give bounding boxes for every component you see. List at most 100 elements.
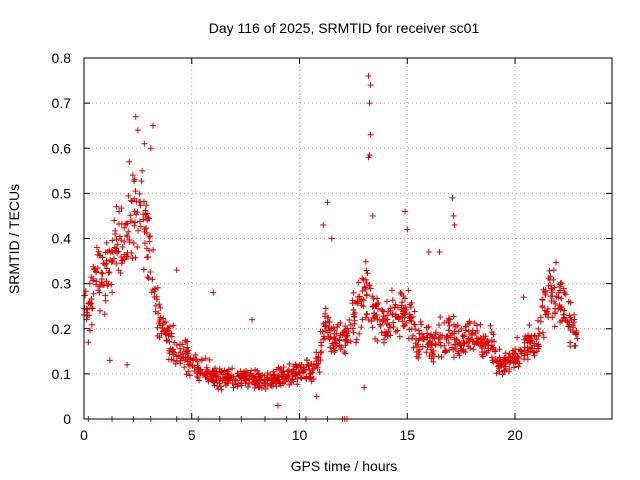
data-point bbox=[322, 327, 329, 334]
data-point bbox=[524, 356, 531, 363]
data-point bbox=[170, 322, 177, 329]
data-point bbox=[344, 338, 351, 345]
x-tick-label: 0 bbox=[80, 427, 88, 443]
data-point bbox=[108, 281, 115, 288]
data-point bbox=[561, 314, 568, 321]
data-point bbox=[355, 279, 362, 286]
data-point bbox=[558, 317, 565, 324]
data-point bbox=[365, 316, 372, 323]
data-point bbox=[496, 354, 503, 361]
data-point bbox=[333, 343, 340, 350]
data-point bbox=[394, 327, 401, 334]
data-point bbox=[130, 239, 137, 246]
data-point bbox=[341, 330, 348, 337]
data-point bbox=[134, 209, 141, 216]
data-point bbox=[409, 335, 416, 342]
data-point bbox=[93, 278, 100, 285]
outlier-point bbox=[520, 294, 527, 301]
data-point bbox=[331, 335, 338, 342]
data-point bbox=[170, 357, 177, 364]
data-point bbox=[109, 289, 116, 296]
data-point bbox=[446, 322, 453, 329]
data-point bbox=[502, 350, 509, 357]
y-tick-label: 0.7 bbox=[52, 95, 72, 111]
data-point bbox=[192, 351, 199, 358]
data-point bbox=[331, 349, 338, 356]
data-point bbox=[496, 368, 503, 375]
data-point bbox=[152, 302, 159, 309]
data-point bbox=[379, 308, 386, 315]
data-point bbox=[185, 368, 192, 375]
data-point bbox=[409, 332, 416, 339]
x-tick-label: 20 bbox=[507, 427, 523, 443]
data-point bbox=[363, 291, 370, 298]
data-point bbox=[338, 344, 345, 351]
outlier-point bbox=[361, 384, 368, 391]
data-point bbox=[328, 325, 335, 332]
data-point bbox=[378, 329, 385, 336]
data-point bbox=[333, 330, 340, 337]
data-point bbox=[540, 334, 547, 341]
data-point bbox=[561, 307, 568, 314]
data-point bbox=[491, 348, 498, 355]
data-point bbox=[456, 352, 463, 359]
data-point bbox=[394, 304, 401, 311]
data-point bbox=[477, 321, 484, 328]
data-point bbox=[356, 330, 363, 337]
data-point bbox=[372, 313, 379, 320]
data-point bbox=[349, 325, 356, 332]
data-point bbox=[485, 347, 492, 354]
data-point bbox=[535, 343, 542, 350]
outlier-point bbox=[85, 339, 92, 346]
y-tick-label: 0 bbox=[63, 411, 71, 427]
data-point bbox=[146, 238, 153, 245]
data-point bbox=[470, 346, 477, 353]
data-point bbox=[238, 380, 245, 387]
data-point bbox=[445, 339, 452, 346]
data-point bbox=[526, 338, 533, 345]
data-point bbox=[527, 337, 534, 344]
data-point bbox=[447, 334, 454, 341]
data-point bbox=[145, 275, 152, 282]
data-point bbox=[369, 293, 376, 300]
data-point bbox=[151, 286, 158, 293]
data-point bbox=[437, 342, 444, 349]
data-point bbox=[124, 233, 131, 240]
data-point bbox=[551, 323, 558, 330]
data-point bbox=[399, 318, 406, 325]
data-point bbox=[131, 208, 138, 215]
data-point bbox=[548, 282, 555, 289]
data-point bbox=[156, 334, 163, 341]
data-point bbox=[553, 259, 560, 266]
data-point bbox=[140, 266, 147, 273]
outlier-point bbox=[366, 152, 373, 159]
data-point bbox=[546, 267, 553, 274]
data-point bbox=[183, 371, 190, 378]
data-point bbox=[279, 369, 286, 376]
data-point bbox=[351, 309, 358, 316]
data-point bbox=[254, 367, 261, 374]
data-point bbox=[367, 285, 374, 292]
data-point bbox=[455, 350, 462, 357]
data-point bbox=[131, 219, 138, 226]
data-point bbox=[465, 335, 472, 342]
data-point bbox=[109, 258, 116, 265]
data-point bbox=[105, 269, 112, 276]
data-point bbox=[81, 292, 88, 299]
data-point bbox=[117, 270, 124, 277]
data-point bbox=[132, 188, 139, 195]
data-point bbox=[407, 304, 414, 311]
data-point bbox=[179, 341, 186, 348]
data-point bbox=[511, 364, 518, 371]
outlier-point bbox=[106, 357, 113, 364]
y-tick-label: 0.5 bbox=[52, 185, 72, 201]
plot-frame bbox=[83, 57, 613, 420]
data-point bbox=[202, 373, 209, 380]
data-point bbox=[119, 243, 126, 250]
data-point bbox=[472, 330, 479, 337]
data-point bbox=[215, 377, 222, 384]
data-point bbox=[374, 337, 381, 344]
data-point bbox=[416, 330, 423, 337]
data-point bbox=[318, 348, 325, 355]
